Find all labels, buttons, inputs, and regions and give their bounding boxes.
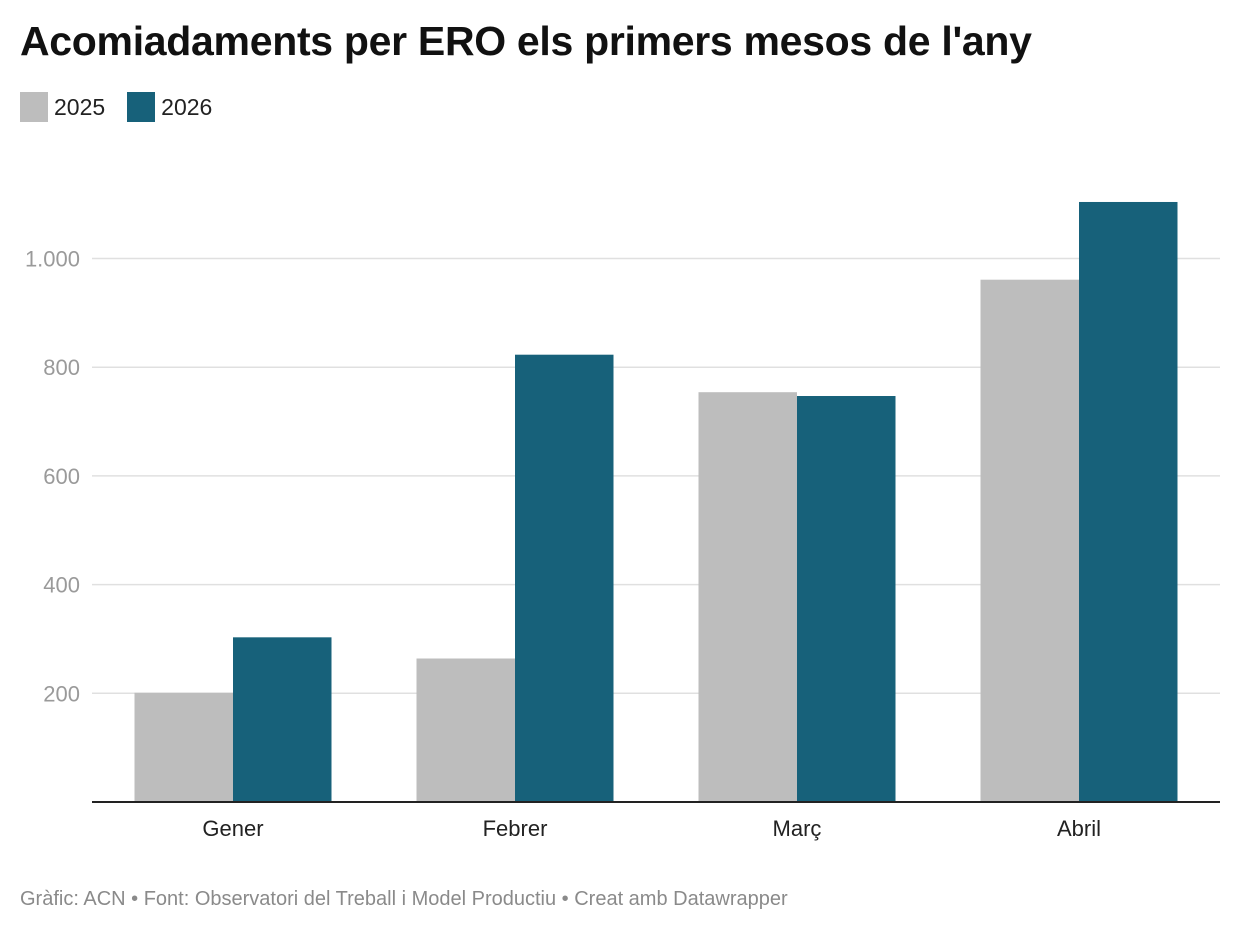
bar-gener-2026 <box>233 637 332 802</box>
bar-març-2025 <box>698 392 797 802</box>
y-tick-label-200: 200 <box>43 681 80 706</box>
bar-abril-2025 <box>980 279 1079 802</box>
legend-label-2026: 2026 <box>161 93 213 120</box>
bar-març-2026 <box>797 396 896 802</box>
x-tick-label-1: Febrer <box>483 816 548 841</box>
legend-swatch-2026 <box>127 92 156 122</box>
y-tick-label-1000: 1.000 <box>25 247 80 272</box>
x-tick-label-2: Març <box>773 816 822 841</box>
bar-gener-2025 <box>134 692 233 802</box>
legend-item-2026: 2026 <box>127 92 212 122</box>
x-tick-label-0: Gener <box>202 816 263 841</box>
bar-chart: 200 400 600 800 1.000 Gener Febrer Març Abril <box>25 201 1220 841</box>
chart-title: Acomiadaments per ERO els primers mesos … <box>20 18 1032 64</box>
bar-febrer-2025 <box>416 658 515 802</box>
x-tick-label-3: Abril <box>1057 816 1101 841</box>
bar-abril-2026 <box>1079 201 1178 802</box>
chart-footer: Gràfic: ACN • Font: Observatori del Treb… <box>20 888 788 910</box>
legend-swatch-2025 <box>20 92 48 122</box>
legend: 2025 2026 <box>20 92 234 122</box>
y-tick-label-800: 800 <box>43 355 80 380</box>
legend-label-2025: 2025 <box>54 93 106 120</box>
legend-item-2025: 2025 <box>20 92 105 122</box>
bar-febrer-2026 <box>515 354 614 802</box>
y-tick-label-600: 600 <box>43 464 80 489</box>
y-tick-label-400: 400 <box>43 573 80 598</box>
